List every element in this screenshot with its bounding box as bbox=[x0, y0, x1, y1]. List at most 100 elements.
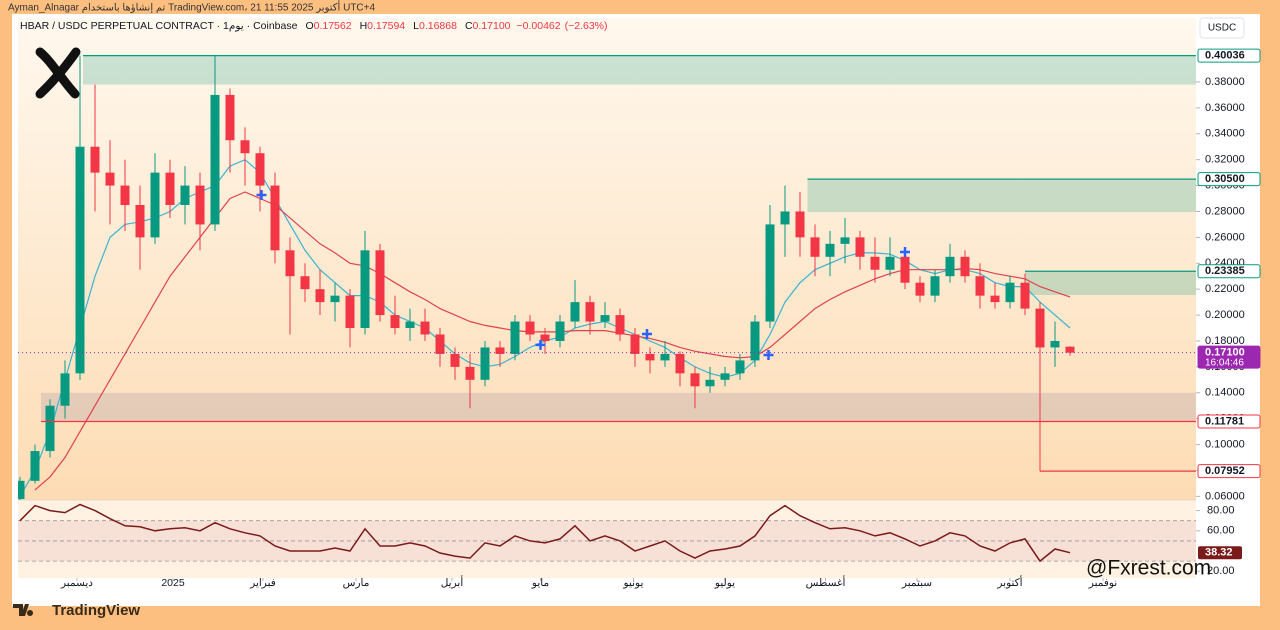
signal-marker bbox=[256, 190, 267, 201]
ohlc-key: L bbox=[413, 20, 419, 32]
price-badge-label: 0.07952 bbox=[1205, 465, 1245, 477]
candle-body bbox=[900, 256, 910, 283]
zone bbox=[40, 392, 1196, 422]
candle-body bbox=[405, 321, 415, 329]
zone bbox=[1024, 271, 1196, 296]
candle-body bbox=[345, 295, 355, 329]
candle-body bbox=[375, 250, 385, 316]
ohlc-key: C bbox=[465, 20, 473, 32]
candle-body bbox=[255, 153, 265, 186]
signal-marker bbox=[535, 339, 546, 350]
countdown: 16:04:46 bbox=[1205, 357, 1244, 368]
price-badge bbox=[1197, 48, 1261, 63]
x-tick-label: يوليو bbox=[714, 577, 735, 589]
candle-body bbox=[60, 373, 70, 406]
candle-body bbox=[30, 451, 40, 481]
candle-body bbox=[18, 480, 25, 499]
candle-body bbox=[285, 250, 295, 277]
y-tick-label: 0.06000 bbox=[1205, 490, 1245, 502]
candle-body bbox=[90, 146, 100, 173]
candle-body bbox=[645, 353, 655, 361]
y-tick-label: 0.38000 bbox=[1205, 76, 1245, 88]
price-plot bbox=[18, 55, 1196, 500]
candle-body bbox=[150, 172, 160, 238]
candle-body bbox=[270, 185, 280, 251]
candle-body bbox=[525, 321, 535, 335]
rsi-pane bbox=[18, 500, 1196, 578]
x-tick-label: يونيو bbox=[623, 577, 644, 589]
signal-marker bbox=[763, 349, 774, 360]
ohlc-value: 0.17562 bbox=[314, 20, 352, 32]
x-tick-label: فبراير bbox=[249, 577, 276, 589]
ohlc-value: 0.17594 bbox=[367, 20, 405, 32]
tradingview-logo bbox=[13, 604, 34, 616]
signal-marker bbox=[899, 247, 910, 258]
x-tick-label: مايو bbox=[531, 577, 550, 589]
candle-body bbox=[975, 276, 985, 296]
change: −0.00462 bbox=[517, 20, 561, 32]
candle-body bbox=[240, 140, 250, 154]
candle-body bbox=[585, 302, 595, 322]
candle-body bbox=[810, 237, 820, 257]
candle-body bbox=[885, 256, 895, 270]
candle-body bbox=[435, 334, 445, 354]
rsi-plot bbox=[18, 503, 1196, 563]
currency-box bbox=[1199, 17, 1245, 39]
candle-body bbox=[765, 224, 775, 322]
candle-body bbox=[675, 353, 685, 374]
x-tick-label: أكتوبر bbox=[996, 575, 1022, 589]
currency: USDC bbox=[1208, 23, 1236, 34]
rsi-tick-label: 80.00 bbox=[1207, 505, 1235, 517]
candle-body bbox=[465, 366, 475, 380]
candle-body bbox=[165, 172, 175, 205]
chart-legend: HBAR / USDC PERPETUAL CONTRACT · 1يوم · … bbox=[20, 20, 608, 32]
candle-body bbox=[720, 373, 730, 380]
price-badge-label: 0.17100 bbox=[1205, 347, 1245, 359]
candle-body bbox=[315, 289, 325, 303]
price-badge bbox=[1197, 264, 1261, 279]
ohlc-value: 0.16868 bbox=[419, 20, 457, 32]
x-tick-label: ديسمبر bbox=[60, 577, 93, 589]
candle-body bbox=[225, 94, 235, 141]
rsi-badge bbox=[1198, 546, 1242, 560]
candle-body bbox=[120, 185, 130, 205]
price-badge-label: 0.23385 bbox=[1205, 265, 1245, 277]
candle-body bbox=[690, 373, 700, 387]
candle-body bbox=[960, 256, 970, 277]
y-tick-label: 0.34000 bbox=[1205, 128, 1245, 140]
ohlc-key: O bbox=[305, 20, 313, 32]
zone bbox=[807, 179, 1196, 213]
y-tick-label: 0.18000 bbox=[1205, 335, 1245, 347]
y-tick-label: 0.26000 bbox=[1205, 231, 1245, 243]
candle-body bbox=[105, 172, 115, 186]
rsi-band-fill bbox=[18, 520, 1196, 562]
candle-body bbox=[360, 250, 370, 329]
candle-body bbox=[870, 256, 880, 270]
zone bbox=[82, 55, 1196, 85]
y-tick-label: 0.14000 bbox=[1205, 387, 1245, 399]
rsi-badge-label: 38.32 bbox=[1205, 547, 1233, 559]
candle-body bbox=[570, 302, 580, 322]
candle-body bbox=[510, 321, 520, 354]
candle-body bbox=[750, 321, 760, 361]
top-caption: Ayman_Alnagar تم إنشاؤها باستخدام Tradin… bbox=[8, 1, 375, 14]
chart-title: HBAR / USDC PERPETUAL CONTRACT · 1يوم · … bbox=[20, 20, 298, 32]
candle-body bbox=[390, 315, 400, 329]
x-tick-label: أغسطس bbox=[806, 575, 846, 589]
candle-body bbox=[990, 295, 1000, 303]
candle-body bbox=[450, 353, 460, 367]
price-badge bbox=[1197, 414, 1261, 429]
y-tick-label: 0.20000 bbox=[1205, 309, 1245, 321]
price-badge-label: 0.11781 bbox=[1205, 415, 1244, 427]
candle-body bbox=[420, 321, 430, 335]
price-badge bbox=[1197, 172, 1261, 187]
candle-body bbox=[945, 256, 955, 277]
candle-body bbox=[630, 334, 640, 354]
price-badge bbox=[1197, 464, 1261, 479]
x-tick-label: 2025 bbox=[161, 577, 185, 589]
candle-body bbox=[480, 347, 490, 380]
candle-body bbox=[135, 204, 145, 238]
candle-body bbox=[600, 315, 610, 322]
candle-body bbox=[1035, 308, 1045, 348]
